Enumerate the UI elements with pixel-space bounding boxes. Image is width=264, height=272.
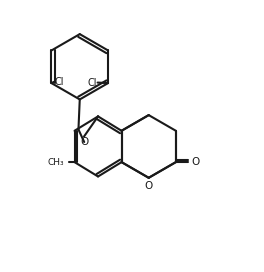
Text: O: O — [191, 157, 200, 167]
Text: CH₃: CH₃ — [48, 157, 65, 167]
Text: Cl: Cl — [87, 78, 97, 88]
Text: O: O — [80, 137, 88, 147]
Text: O: O — [145, 181, 153, 191]
Text: Cl: Cl — [55, 77, 64, 87]
